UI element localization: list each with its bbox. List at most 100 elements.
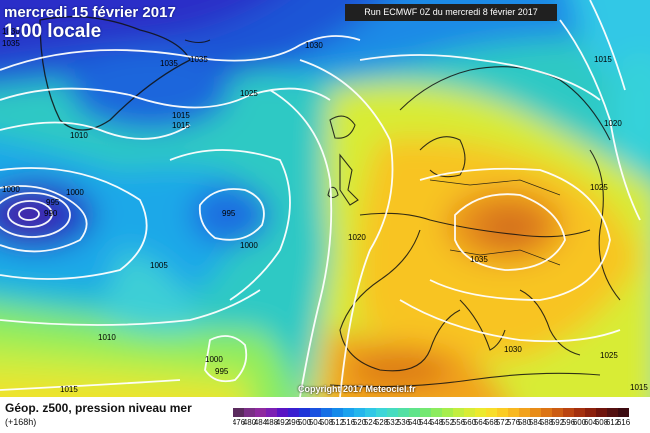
isobar-label: 1020	[348, 233, 366, 242]
isobar-label: 1015	[172, 111, 190, 120]
isobar-label: 1030	[2, 27, 20, 36]
scale-label: 552	[441, 418, 455, 426]
isobar-label: 1005	[150, 261, 168, 270]
isobar-label: 1020	[604, 119, 622, 128]
scale-label: 544	[419, 418, 433, 426]
isobar-label: 995	[215, 367, 229, 376]
forecast-time: 1:00 locale	[4, 21, 102, 42]
scale-swatch	[288, 408, 299, 417]
copyright: Copyright 2017 Meteociel.fr	[298, 384, 416, 394]
scale-label: 548	[430, 418, 444, 426]
scale-label: 556	[452, 418, 466, 426]
scale-swatch	[497, 408, 508, 417]
scale-label: 512	[331, 418, 345, 426]
scale-label: 612	[606, 418, 620, 426]
scale-label: 504	[309, 418, 323, 426]
lead-time: (+168h)	[5, 417, 37, 427]
scale-label: 600	[573, 418, 587, 426]
scale-swatch	[398, 408, 409, 417]
isobar-label: 990	[44, 209, 58, 218]
scale-swatch	[464, 408, 475, 417]
color-scale: 4764804844884924965005045085125165205245…	[233, 408, 631, 426]
scale-swatch	[244, 408, 255, 417]
scale-swatch	[266, 408, 277, 417]
scale-swatch	[574, 408, 585, 417]
scale-swatch	[519, 408, 530, 417]
scale-label: 592	[551, 418, 565, 426]
scale-swatch	[409, 408, 420, 417]
scale-swatch	[618, 408, 629, 417]
scale-swatch	[431, 408, 442, 417]
scale-swatch	[354, 408, 365, 417]
scale-label: 560	[463, 418, 477, 426]
scale-swatch	[585, 408, 596, 417]
scale-swatch	[508, 408, 519, 417]
isobar-label: 1000	[240, 241, 258, 250]
scale-swatch	[299, 408, 310, 417]
scale-swatch	[255, 408, 266, 417]
scale-swatch	[277, 408, 288, 417]
scale-swatch	[343, 408, 354, 417]
scale-swatch	[453, 408, 464, 417]
isobar-label: 1000	[205, 355, 223, 364]
isobar-label: 1000	[2, 185, 20, 194]
map-title: mercredi 15 février 2017 1:00 locale	[4, 4, 176, 43]
scale-swatch	[607, 408, 618, 417]
isobar-label: 1035	[160, 59, 178, 68]
isobar-label: 1035	[470, 255, 488, 264]
scale-label: 596	[562, 418, 576, 426]
scale-label: 492	[276, 418, 290, 426]
scale-label: 496	[287, 418, 301, 426]
scale-swatch	[387, 408, 398, 417]
scale-label: 572	[496, 418, 510, 426]
scale-label: 532	[386, 418, 400, 426]
scale-swatch	[442, 408, 453, 417]
weather-map: 1030 1035 1035 1035 1015 1030 1025 1015 …	[0, 0, 650, 397]
run-label: Run ECMWF 0Z du mercredi 8 février 2017	[345, 4, 557, 21]
isobar-label: 1015	[594, 55, 612, 64]
scale-label: 484	[254, 418, 268, 426]
scale-swatch	[530, 408, 541, 417]
scale-label: 536	[397, 418, 411, 426]
scale-label: 576	[507, 418, 521, 426]
scale-label: 524	[364, 418, 378, 426]
scale-label: 564	[474, 418, 488, 426]
scale-label: 588	[540, 418, 554, 426]
scale-label: 604	[584, 418, 598, 426]
isobar-label: 1030	[305, 41, 323, 50]
scale-swatch	[321, 408, 332, 417]
isobar-label: 1025	[240, 89, 258, 98]
scale-label: 520	[353, 418, 367, 426]
scale-swatch	[310, 408, 321, 417]
scale-swatch	[541, 408, 552, 417]
scale-label: 476	[233, 418, 246, 426]
scale-label: 516	[342, 418, 356, 426]
scale-label: 616	[617, 418, 631, 426]
isobar-labels: 1030 1035 1035 1035 1015 1030 1025 1015 …	[2, 27, 648, 394]
scale-swatch	[365, 408, 376, 417]
scale-label: 540	[408, 418, 422, 426]
scale-label: 568	[485, 418, 499, 426]
isobar-label: 1030	[504, 345, 522, 354]
isobar-label: 1035	[2, 39, 20, 48]
scale-swatch	[563, 408, 574, 417]
isobar-label: 1000	[66, 188, 84, 197]
scale-swatch	[332, 408, 343, 417]
isobar-label: 1010	[70, 131, 88, 140]
scale-label: 480	[243, 418, 257, 426]
scale-swatch	[596, 408, 607, 417]
scale-swatch	[486, 408, 497, 417]
isobar-label: 1035	[190, 55, 208, 64]
scale-label: 580	[518, 418, 532, 426]
isobars	[0, 0, 640, 397]
isobar-label: 1015	[60, 385, 78, 394]
parameter-title: Géop. z500, pression niveau mer	[5, 401, 192, 415]
scale-swatch	[475, 408, 486, 417]
scale-swatch	[233, 408, 244, 417]
isobar-label: 1015	[630, 383, 648, 392]
scale-label: 508	[320, 418, 334, 426]
scale-swatch	[420, 408, 431, 417]
forecast-date: mercredi 15 février 2017	[4, 4, 176, 21]
scale-label: 528	[375, 418, 389, 426]
coastlines	[39, 16, 621, 388]
